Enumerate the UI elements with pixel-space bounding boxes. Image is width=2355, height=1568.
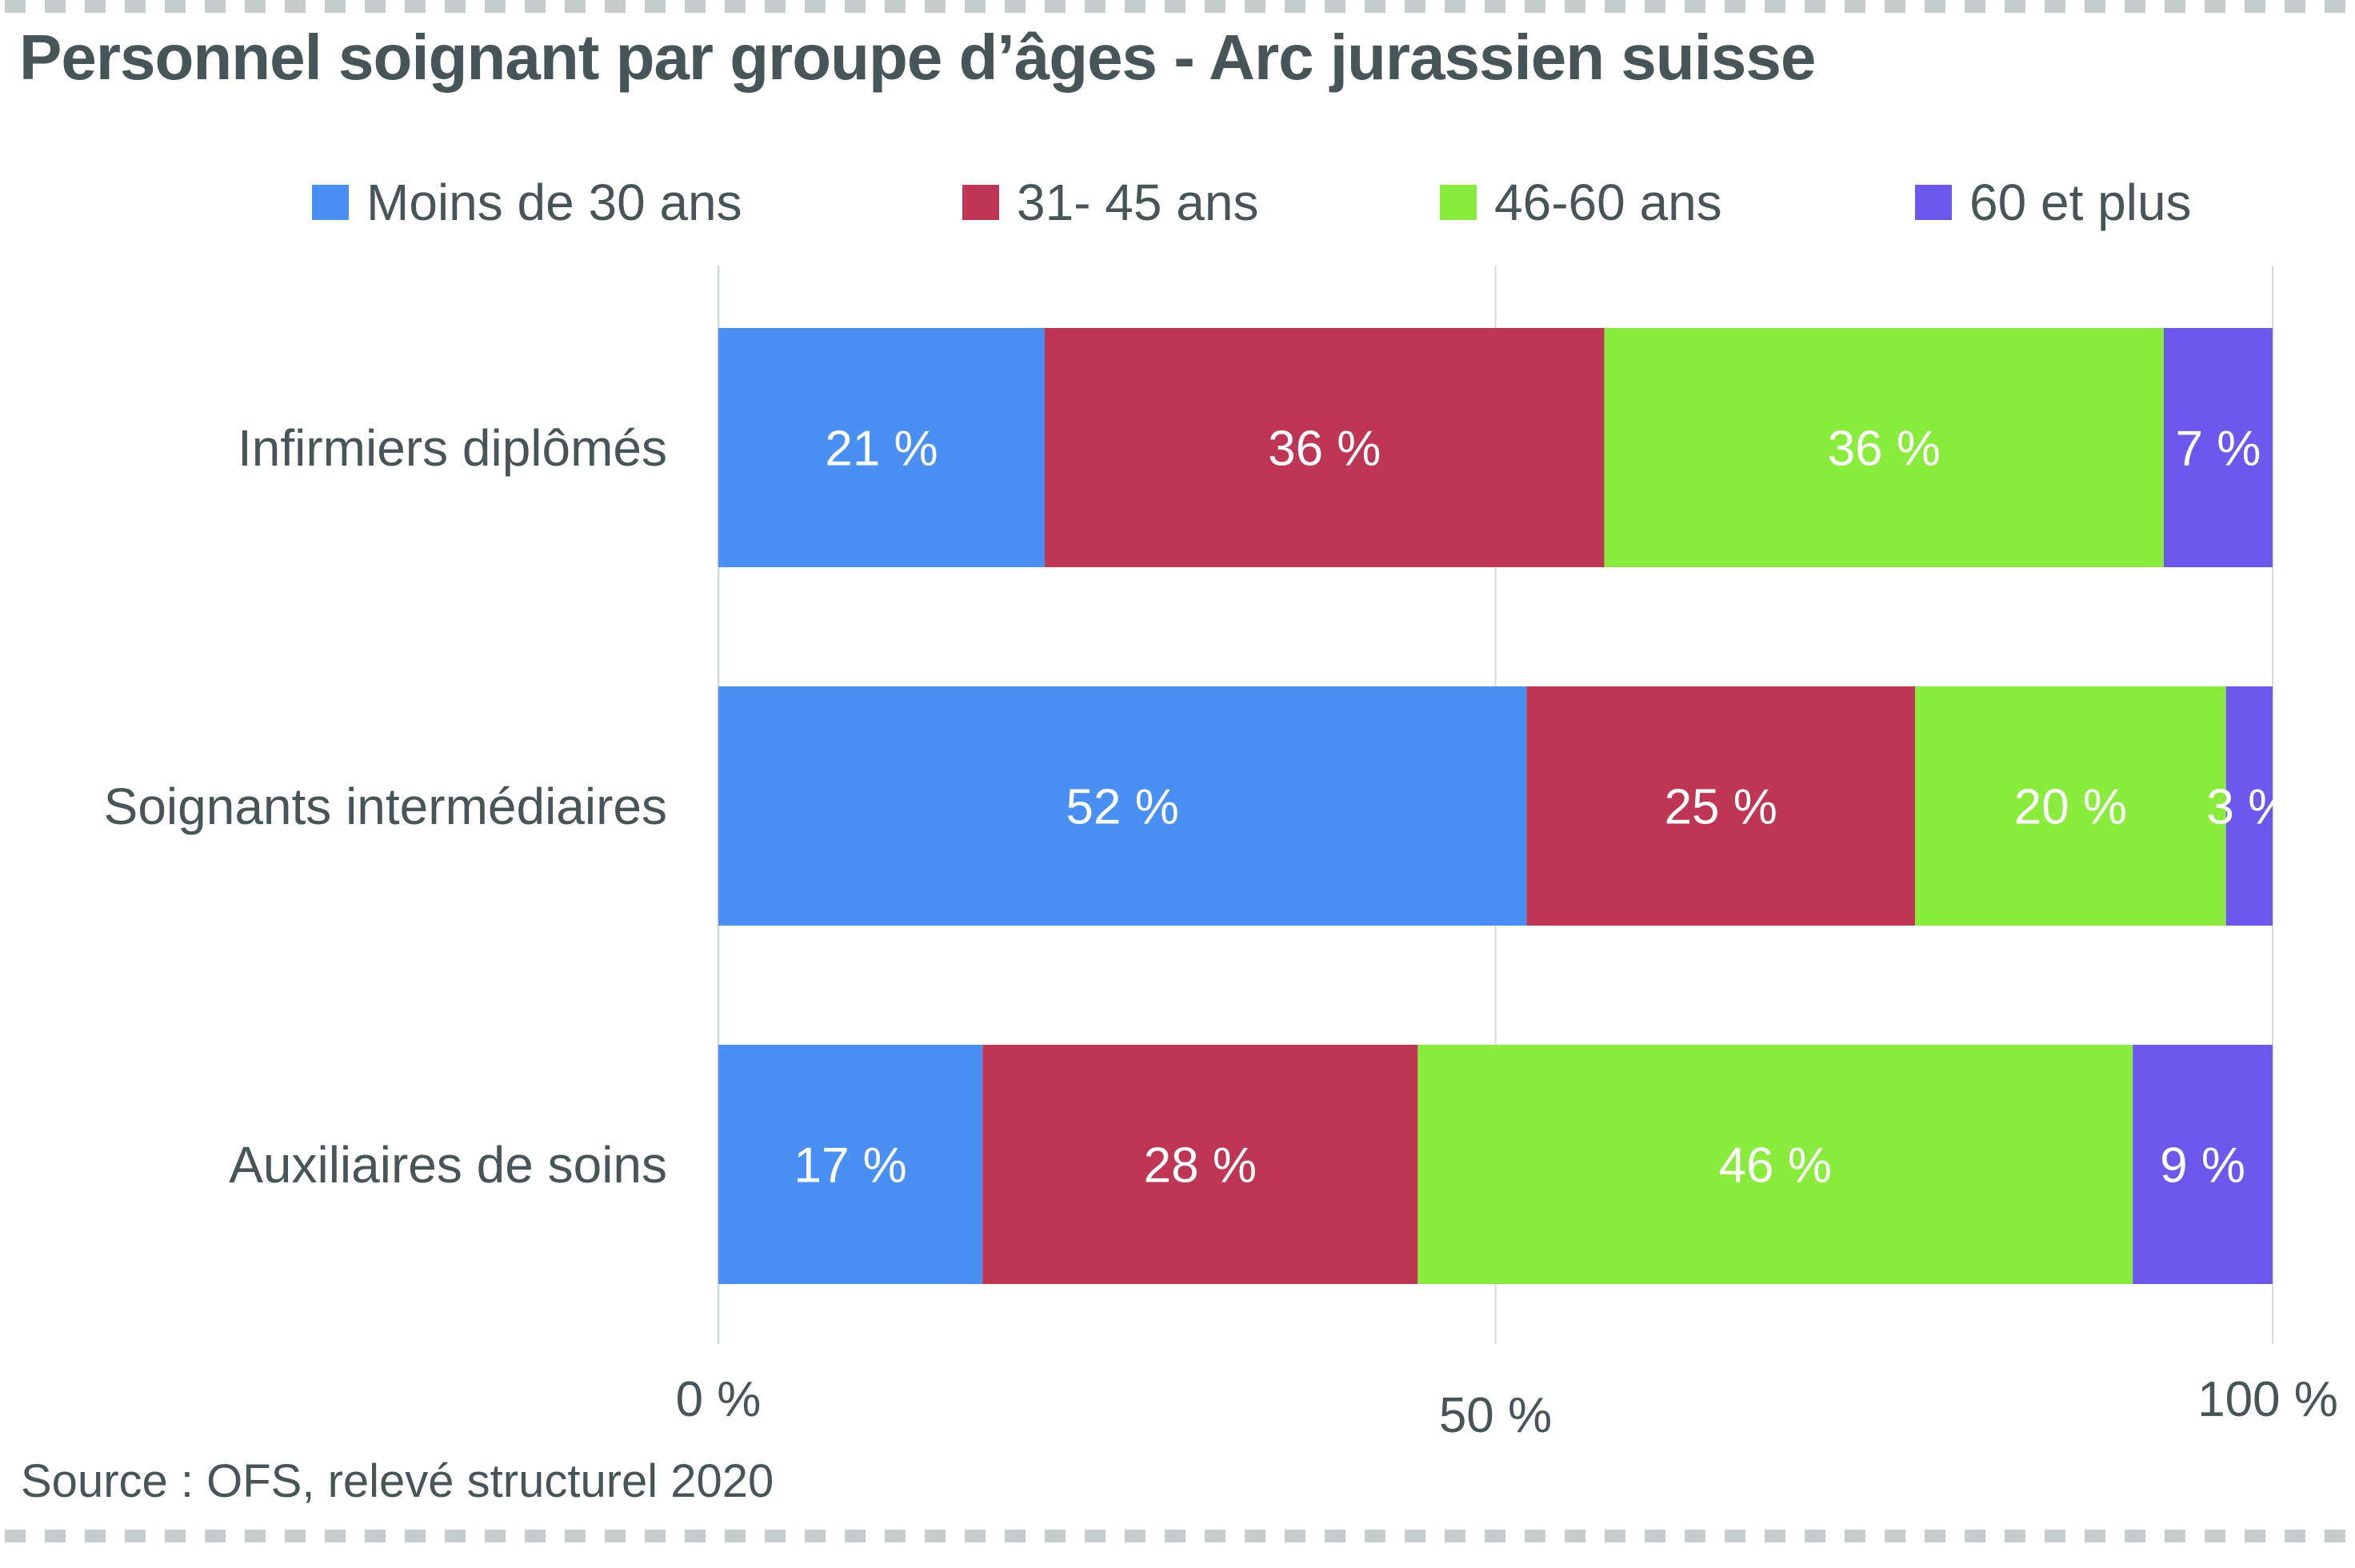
category-label-auxiliaires: Auxiliaires de soins [229, 1136, 667, 1194]
category-label-soignants: Soignants intermédiaires [103, 778, 667, 835]
legend-item-31-45: 31- 45 ans [962, 166, 1258, 238]
legend-item-60-plus: 60 et plus [1915, 166, 2192, 238]
legend-label: 60 et plus [1969, 174, 2192, 231]
bar-value-label-1-1: 21 % [825, 422, 938, 477]
legend-item-46-60: 46-60 ans [1440, 166, 1722, 238]
bar-segment-2-4 [2225, 686, 2273, 926]
bar-segment-3-2 [982, 1045, 1418, 1284]
chart-title: Personnel soignant par groupe d’âges - A… [19, 22, 1816, 93]
legend-label: 46-60 ans [1494, 174, 1722, 231]
source-note: Source : OFS, relevé structurel 2020 [21, 1455, 774, 1507]
legend: Moins de 30 ans 31- 45 ans 46-60 ans 60 … [0, 166, 2355, 238]
bar-segment-3-3 [1417, 1045, 2133, 1284]
top-dashed-border [0, 0, 2355, 13]
bar-segment-2-1 [718, 686, 1527, 926]
x-tick-label-100: 100 % [2197, 1372, 2338, 1427]
bar-segment-1-1 [718, 328, 1046, 567]
legend-swatch-46-60 [1440, 185, 1477, 220]
bar-segment-3-4 [2133, 1045, 2273, 1284]
bar-value-label-1-4: 7 % [2176, 422, 2261, 477]
legend-swatch-under-30 [312, 185, 349, 220]
bar-segment-1-2 [1045, 328, 1605, 567]
legend-label: Moins de 30 ans [366, 174, 742, 231]
x-tick-label-0: 0 % [676, 1372, 762, 1427]
bar-segment-2-3 [1915, 686, 2226, 926]
legend-swatch-60-plus [1915, 185, 1952, 220]
bar-value-label-1-3: 36 % [1828, 422, 1941, 477]
bar-segment-1-3 [1604, 328, 2164, 567]
bottom-dashed-border [0, 1530, 2355, 1542]
bars [718, 328, 2273, 1284]
bar-segment-1-4 [2163, 328, 2273, 567]
category-label-infirmiers: Infirmiers diplômés [237, 419, 667, 477]
legend-item-under-30: Moins de 30 ans [312, 166, 742, 238]
bar-segment-2-2 [1526, 686, 1916, 926]
bar-value-label-2-1: 52 % [1066, 780, 1179, 835]
legend-label: 31- 45 ans [1017, 174, 1259, 231]
bar-value-label-2-4: 3 % [2206, 780, 2292, 835]
bar-value-label-3-4: 9 % [2160, 1138, 2245, 1194]
bar-value-label-3-2: 28 % [1144, 1138, 1257, 1194]
legend-swatch-31-45 [962, 185, 999, 220]
segment-labels: 21 % 36 % 36 % 7 % 52 % 25 % 20 % 3 % 17 % 28 % 46… [794, 422, 2292, 1194]
bar-value-label-1-2: 36 % [1268, 422, 1381, 477]
bar-segment-3-1 [718, 1045, 983, 1284]
x-axis-ticks: 0 % 50 % 100 % [676, 1372, 2338, 1443]
bar-value-label-3-1: 17 % [794, 1138, 906, 1194]
bar-value-label-2-2: 25 % [1665, 780, 1777, 835]
bar-value-label-2-3: 20 % [2014, 780, 2127, 835]
x-tick-label-50: 50 % [1439, 1388, 1552, 1443]
bar-value-label-3-3: 46 % [1719, 1138, 1832, 1194]
